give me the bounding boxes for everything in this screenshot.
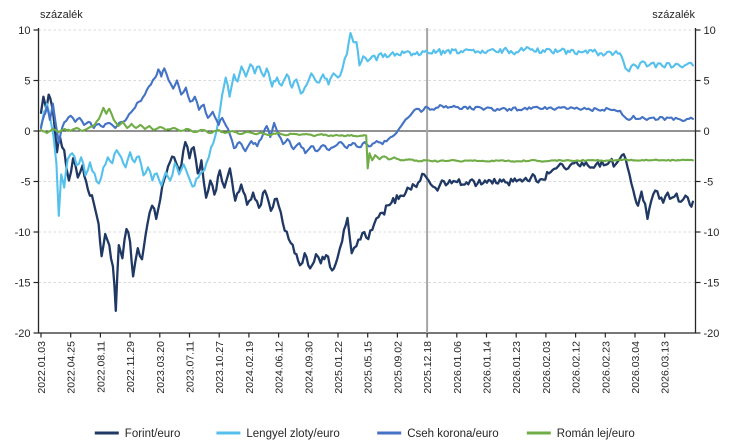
x-tick-label: 2026.01.06	[452, 341, 464, 394]
y-tick-label-left: -20	[15, 328, 31, 340]
legend-label: Forint/euro	[125, 428, 181, 440]
x-tick-label: 2026.01.14	[482, 341, 494, 394]
data-series	[39, 31, 695, 312]
x-tick-label: 2024.06.12	[274, 341, 286, 394]
axes	[33, 28, 701, 338]
x-tick-label: 2025.01.22	[333, 341, 345, 394]
y-tick-label-left: 0	[24, 126, 30, 138]
x-tick-label: 2022.11.29	[125, 341, 137, 393]
x-tick-label: 2024.09.30	[303, 341, 315, 394]
y-tick-label-right: 10	[704, 25, 716, 37]
y-tick-label-right: 0	[704, 126, 710, 138]
series-line-lengyel-zloty-euro	[39, 31, 694, 217]
y-tick-label-left: -15	[15, 278, 31, 290]
x-tick-label: 2022.04.25	[66, 341, 78, 394]
y-tick-label-left: -10	[15, 227, 31, 239]
y-tick-label-right: -20	[704, 328, 720, 340]
legend-item-lengyel-zloty-euro: Lengyel zloty/euro	[216, 428, 340, 440]
series-line-cseh-korona-euro	[39, 67, 694, 155]
legend-item-cseh-korona-euro: Cseh korona/euro	[377, 428, 499, 440]
x-tick-label: 2026.02.23	[600, 341, 612, 394]
y-tick-label-left: 10	[18, 25, 30, 37]
series-line-rom-n-lej-euro	[39, 106, 694, 170]
x-tick-label: 2024.02.19	[244, 341, 256, 394]
x-tick-label: 2023.03.20	[155, 341, 167, 394]
x-tick-label: 2025.09.02	[392, 341, 404, 394]
y-tick-label-left: 5	[24, 76, 30, 88]
legend-item-rom-n-lej-euro: Román lej/euro	[526, 428, 635, 440]
legend: Forint/euro Lengyel zloty/euro Cseh korona…	[94, 428, 635, 440]
y-tick-label-right: -5	[704, 177, 714, 189]
y-tick-label-left: -5	[21, 177, 31, 189]
x-tick-label: 2026.02.12	[571, 341, 583, 394]
x-tick-label: 2026.02.03	[541, 341, 553, 394]
axis-tick-labels: 10 10 5 5 0 0 -5 -5 -10 -10 -15 -15 -20 -20 2022.01.03…	[15, 25, 720, 394]
gridlines	[38, 29, 696, 283]
left-axis-unit-label: százalék	[40, 9, 83, 21]
x-tick-label: 2026.03.13	[660, 341, 672, 394]
legend-label: Lengyel zloty/euro	[246, 428, 339, 440]
y-tick-label-right: 5	[704, 76, 710, 88]
y-tick-label-right: -15	[704, 278, 720, 290]
x-tick-label: 2025.05.15	[363, 341, 375, 394]
legend-label: Román lej/euro	[557, 428, 635, 440]
y-tick-label-right: -10	[704, 227, 720, 239]
x-tick-label: 2025.12.18	[422, 341, 434, 394]
legend-item-forint-euro: Forint/euro	[94, 428, 181, 440]
x-tick-label: 2023.07.11	[185, 341, 197, 393]
x-tick-label: 2023.10.27	[214, 341, 226, 394]
x-tick-label: 2022.08.11	[95, 341, 107, 393]
x-tick-label: 2026.03.04	[630, 341, 642, 394]
x-tick-label: 2022.01.03	[36, 341, 48, 394]
x-tick-label: 2026.01.23	[511, 341, 523, 394]
series-line-forint-euro	[39, 93, 695, 312]
right-axis-unit-label: százalék	[652, 9, 695, 21]
legend-label: Cseh korona/euro	[407, 428, 498, 440]
